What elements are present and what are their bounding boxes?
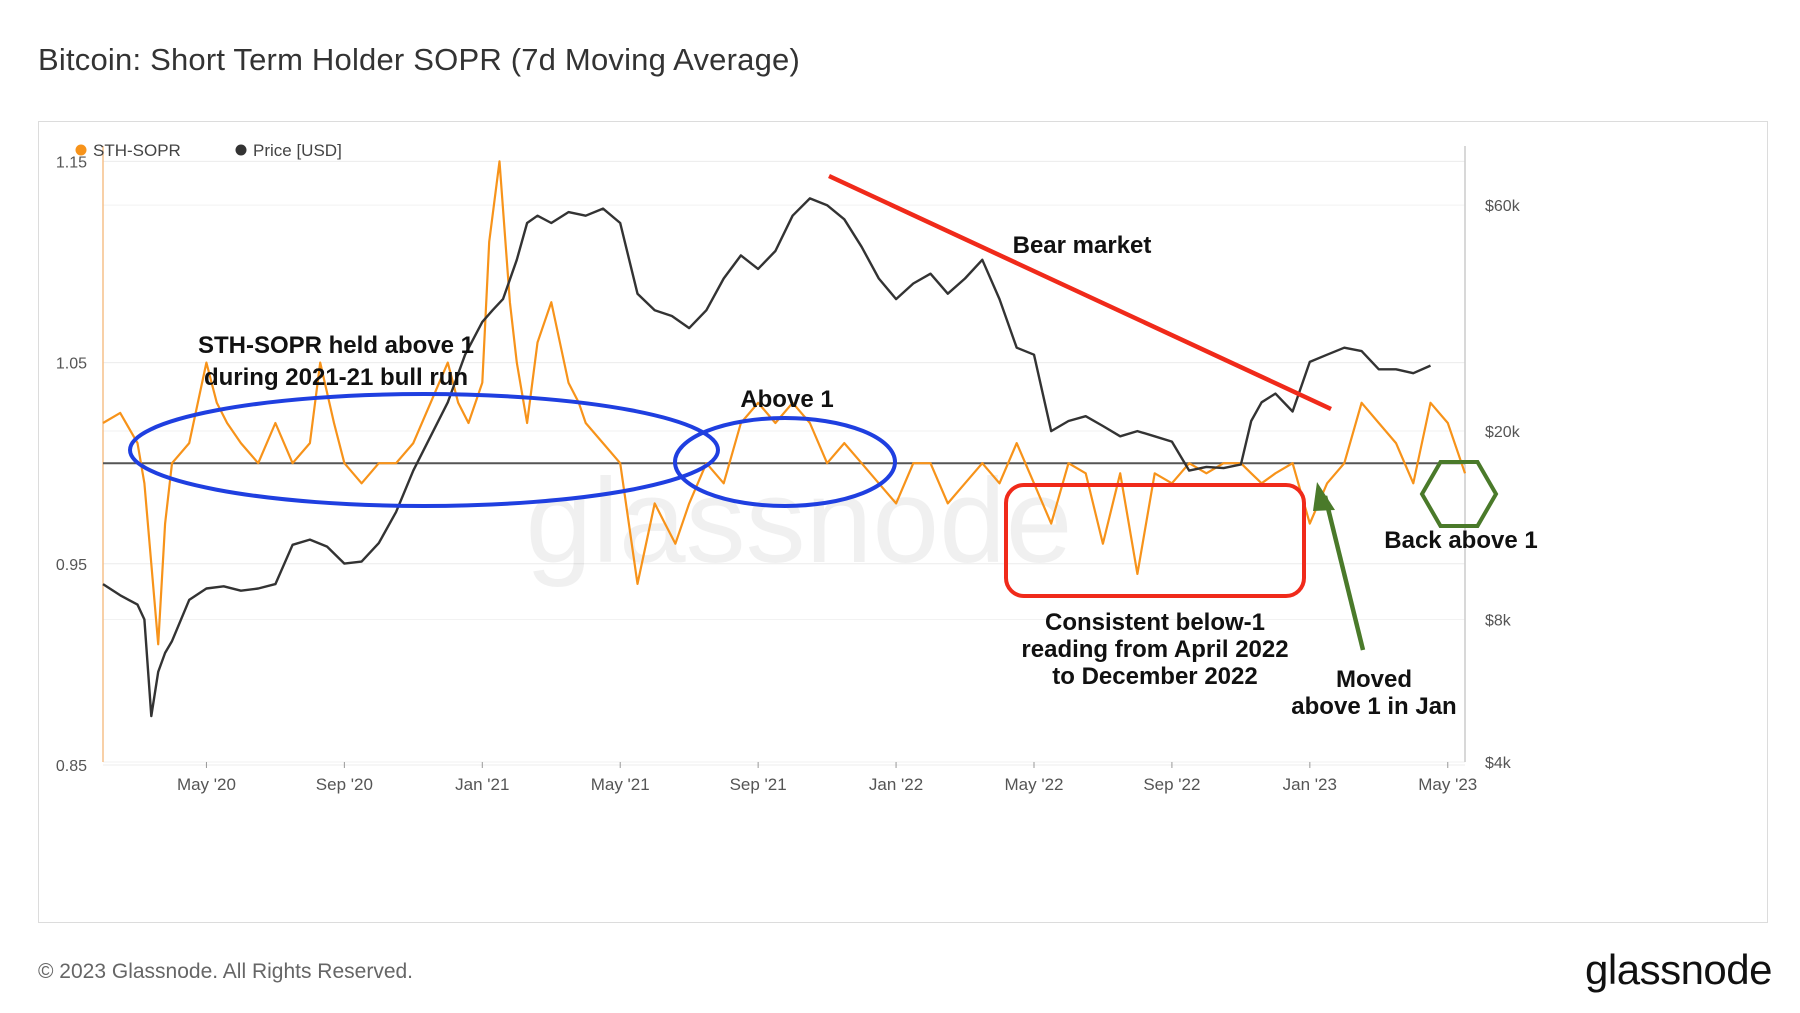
x-tick-label: Sep '20 <box>316 775 373 794</box>
grid <box>103 160 1465 766</box>
series-line-sth-sopr <box>102 160 1467 646</box>
annotation-text-below-1: reading from April 2022 <box>1021 636 1288 663</box>
x-tick-label: May '21 <box>591 775 650 794</box>
x-tick-label: May '20 <box>177 775 236 794</box>
annotation-text-bear-market: Bear market <box>1013 232 1152 259</box>
legend: STH-SOPR Price [USD] <box>75 141 342 160</box>
brand-logo: glassnode <box>1585 946 1772 993</box>
x-tick-label: May '22 <box>1004 775 1063 794</box>
annotation-text-below-1: to December 2022 <box>1052 663 1257 690</box>
y-right-tick-label: $20k <box>1485 424 1521 441</box>
watermark: glassnode <box>525 454 1072 588</box>
y-right-tick-label: $8k <box>1485 612 1512 629</box>
annotation-ellipse-bull-run <box>128 392 720 508</box>
annotation-hexagon-back-above <box>1419 460 1499 528</box>
annotation-text-bull-run: during 2021-21 bull run <box>204 364 468 391</box>
y-left-tick-label: 0.85 <box>56 758 87 775</box>
axes: 0.85 0.95 1.05 1.15 $4k $8k $20k $60k May '20 Sep… <box>56 146 1521 794</box>
page-title: Bitcoin: Short Term Holder SOPR (7d Movi… <box>38 42 800 77</box>
chart-svg: glassnode 0.85 0.95 1.05 1.15 $4k $8k $20k $60k… <box>56 141 1538 794</box>
x-tick-label: Jan '22 <box>869 775 923 794</box>
copyright: © 2023 Glassnode. All Rights Reserved. <box>38 960 414 983</box>
y-left-tick-label: 1.05 <box>56 356 87 373</box>
y-left-tick-label: 1.15 <box>56 154 87 171</box>
legend-swatch <box>75 144 87 156</box>
x-tick-label: Sep '22 <box>1143 775 1200 794</box>
legend-label: STH-SOPR <box>93 141 181 160</box>
series-line-price <box>102 197 1431 718</box>
y-left-tick-label: 0.95 <box>56 557 87 574</box>
x-tick-label: May '23 <box>1418 775 1477 794</box>
x-tick-label: Sep '21 <box>730 775 787 794</box>
x-tick-label: Jan '21 <box>455 775 509 794</box>
annotation-text-above-1: Above 1 <box>740 386 833 413</box>
legend-label: Price [USD] <box>253 141 342 160</box>
annotation-line-bear-market <box>828 173 1332 412</box>
series <box>102 160 1467 718</box>
annotation-text-bull-run: STH-SOPR held above 1 <box>198 332 474 359</box>
annotation-text-moved-above: above 1 in Jan <box>1291 693 1456 720</box>
annotation-text-below-1: Consistent below-1 <box>1045 609 1265 636</box>
annotation-arrow-shaft <box>1322 495 1366 651</box>
chart-frame: glassnode 0.85 0.95 1.05 1.15 $4k $8k $20k $60k… <box>38 121 1768 923</box>
annotation-ellipse-above-1 <box>673 416 897 508</box>
annotation-rect-below-1 <box>1004 483 1306 598</box>
x-tick-label: Jan '23 <box>1283 775 1337 794</box>
legend-swatch <box>235 144 247 156</box>
annotation-text-back-above: Back above 1 <box>1384 527 1537 554</box>
annotation-text-moved-above: Moved <box>1336 666 1412 693</box>
y-right-tick-label: $4k <box>1485 755 1512 772</box>
annotation-arrow-head <box>1313 482 1335 511</box>
annotations: STH-SOPR held above 1 during 2021-21 bull… <box>128 173 1538 720</box>
y-right-tick-label: $60k <box>1485 198 1521 215</box>
